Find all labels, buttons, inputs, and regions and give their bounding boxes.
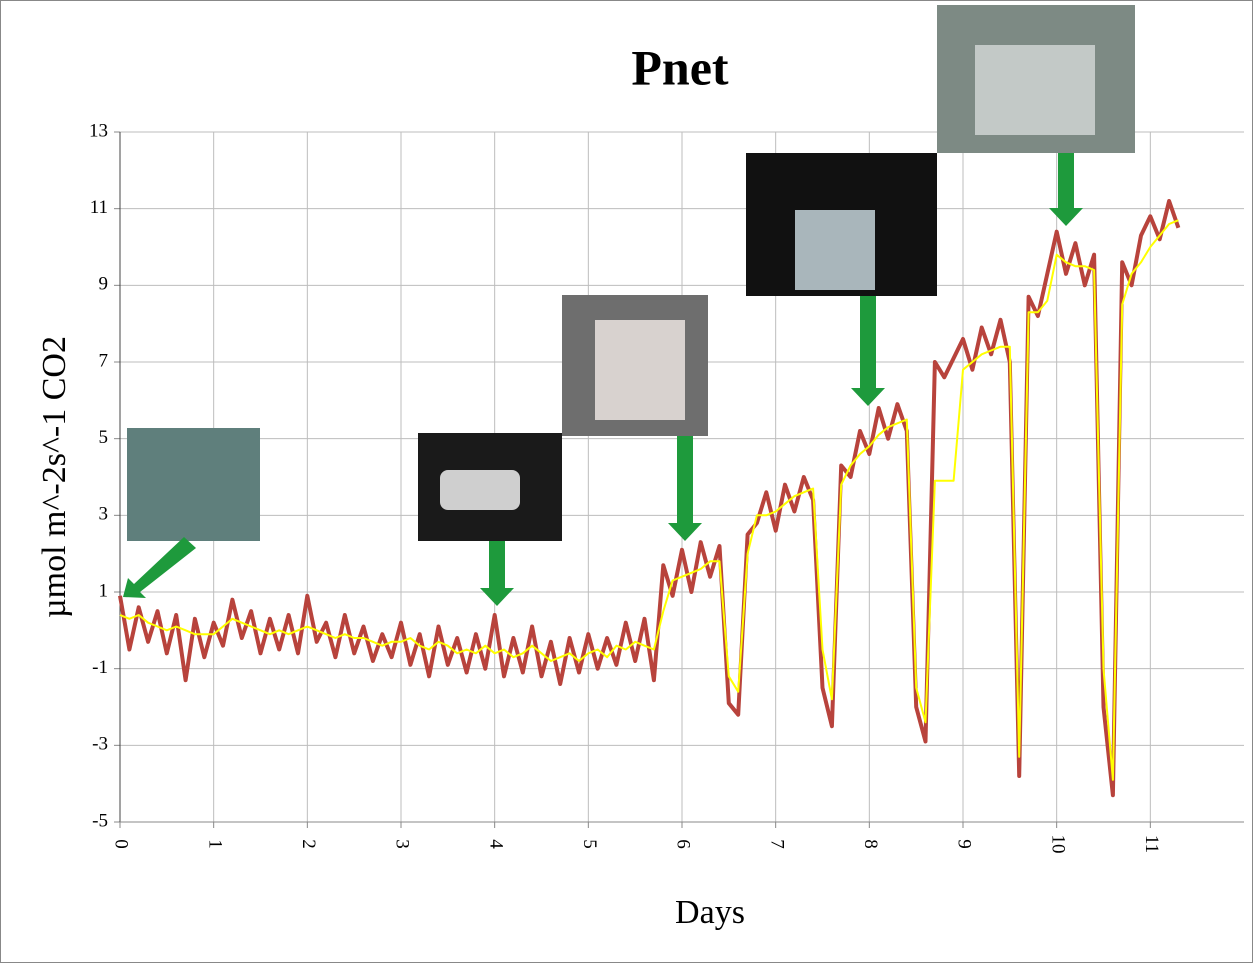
arrows — [123, 153, 1083, 606]
photo-detail — [440, 470, 520, 510]
x-tick-label: 7 — [766, 839, 787, 849]
y-tick-label: 5 — [99, 427, 109, 448]
photo-detail — [975, 45, 1095, 135]
y-tick-label: -5 — [92, 810, 108, 831]
arrow — [123, 537, 196, 598]
x-tick-label: 0 — [111, 839, 132, 849]
photo-detail — [795, 210, 875, 290]
photos — [127, 5, 1135, 541]
arrow — [851, 296, 885, 406]
x-tick-label: 1 — [204, 839, 225, 849]
x-tick-label: 4 — [485, 839, 506, 849]
arrow — [668, 436, 702, 541]
x-axis-label: Days — [675, 894, 745, 931]
y-tick-label: 13 — [89, 120, 108, 141]
data-line — [118, 199, 1181, 798]
photo-detail — [595, 320, 685, 420]
arrow — [1049, 153, 1083, 226]
x-tick-label: 3 — [392, 839, 413, 849]
y-tick-label: -1 — [92, 657, 108, 678]
x-tick-label: 10 — [1047, 835, 1068, 854]
y-tick-label: 7 — [99, 350, 109, 371]
y-axis-label: µmol m^-2s^-1 CO2 — [36, 336, 73, 618]
arrow — [480, 541, 514, 606]
y-tick-label: 9 — [99, 274, 109, 295]
y-tick-label: 11 — [90, 197, 108, 218]
data-line — [119, 219, 1179, 781]
y-tick-label: -3 — [92, 734, 108, 755]
x-tick-label: 5 — [579, 839, 600, 849]
x-tick-label: 2 — [298, 839, 319, 849]
x-tick-label: 9 — [954, 839, 975, 849]
x-tick-label: 6 — [673, 839, 694, 849]
x-tick-label: 8 — [860, 839, 881, 849]
y-tick-label: 1 — [99, 580, 109, 601]
plot — [118, 199, 1181, 798]
chart-title: Pnet — [631, 39, 729, 95]
y-tick-label: 3 — [99, 504, 109, 525]
x-tick-label: 11 — [1141, 835, 1162, 853]
photo — [127, 428, 260, 541]
